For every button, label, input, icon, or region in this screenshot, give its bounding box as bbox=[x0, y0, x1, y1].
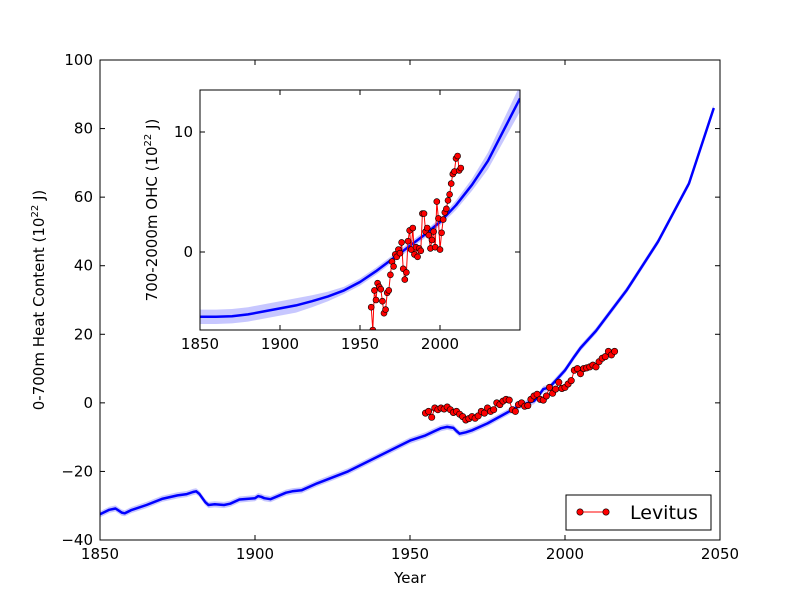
main-levitus-point bbox=[490, 406, 498, 414]
main-levitus-point bbox=[567, 377, 575, 385]
inset-y-axis-label: 700-2000m OHC (1022 J) bbox=[143, 119, 161, 302]
inset-levitus-point bbox=[372, 296, 380, 304]
inset-levitus-point bbox=[447, 180, 455, 187]
inset-axis-ticks: 1850 1900 1950 2000 0 10 bbox=[174, 90, 520, 353]
main-series-layer bbox=[100, 104, 715, 518]
main-y-tick-label: 80 bbox=[74, 120, 93, 138]
main-levitus-point bbox=[542, 392, 550, 400]
inset-levitus-point bbox=[439, 216, 447, 223]
main-y-tick-label: 100 bbox=[64, 51, 93, 69]
inset-levitus-point bbox=[444, 197, 452, 204]
main-x-tick-label: 1900 bbox=[236, 545, 274, 563]
main-y-tick-label: 20 bbox=[74, 325, 93, 343]
main-x-tick-label: 1950 bbox=[391, 545, 429, 563]
main-levitus-point bbox=[425, 407, 433, 415]
main-levitus-point bbox=[592, 363, 600, 371]
main-levitus-point bbox=[555, 378, 563, 386]
main-x-tick-label: 2000 bbox=[546, 545, 584, 563]
inset-y-axis-label-sup: 22 bbox=[143, 134, 154, 147]
main-clipped-series bbox=[100, 104, 715, 518]
inset-levitus-point bbox=[382, 306, 389, 313]
main-y-tick-label: 0 bbox=[83, 394, 93, 412]
inset-levitus-point bbox=[401, 276, 409, 283]
inset-levitus-point bbox=[371, 287, 378, 294]
legend-label-levitus: Levitus bbox=[630, 502, 698, 524]
inset-levitus-point bbox=[438, 229, 445, 237]
inset-levitus-point bbox=[420, 210, 428, 217]
inset-y-axis-label-prefix: 700-2000m OHC (10 bbox=[143, 146, 161, 301]
inset-levitus-point bbox=[425, 231, 433, 239]
main-y-axis-label-prefix: 0-700m Heat Content (10 bbox=[30, 218, 48, 411]
main-levitus-point bbox=[533, 390, 541, 398]
inset-levitus-point bbox=[379, 297, 386, 305]
inset-levitus-point bbox=[396, 249, 404, 257]
main-y-tick-label: 40 bbox=[74, 257, 93, 275]
inset-levitus-point bbox=[430, 228, 437, 235]
inset-levitus-point bbox=[377, 285, 385, 293]
inset-x-tick-label: 1950 bbox=[341, 335, 379, 353]
inset-levitus-point bbox=[385, 287, 393, 294]
inset-levitus-point bbox=[436, 246, 444, 253]
main-levitus-point bbox=[611, 347, 619, 355]
main-levitus-point bbox=[552, 385, 560, 393]
inset-model-line bbox=[200, 97, 520, 319]
inset-clipped-series bbox=[200, 90, 520, 330]
inset-levitus-point bbox=[446, 191, 453, 198]
legend: Levitus bbox=[565, 494, 712, 531]
inset-levitus-point bbox=[390, 263, 397, 270]
main-x-tick-label: 2050 bbox=[701, 545, 739, 563]
inset-levitus-point bbox=[417, 247, 425, 255]
inset-x-tick-label: 1900 bbox=[261, 335, 299, 353]
inset-x-tick-label: 2000 bbox=[421, 335, 459, 353]
inset-levitus-point bbox=[369, 326, 377, 330]
main-y-axis-label-suffix: J) bbox=[30, 190, 48, 205]
inset-levitus-point bbox=[403, 269, 410, 276]
inset-levitus-point bbox=[367, 303, 375, 311]
main-levitus-point bbox=[524, 402, 532, 410]
legend-marker-left bbox=[576, 508, 584, 516]
inset-levitus-point bbox=[423, 224, 431, 232]
main-y-tick-label: −20 bbox=[61, 462, 93, 480]
main-x-axis-label: Year bbox=[393, 569, 427, 587]
inset-y-axis-label-suffix: J) bbox=[143, 119, 161, 134]
inset-x-tick-label: 1850 bbox=[181, 335, 219, 353]
inset-levitus-point bbox=[454, 152, 461, 160]
main-levitus-point bbox=[511, 407, 519, 415]
main-y-tick-label: −40 bbox=[61, 531, 93, 549]
inset-levitus-point bbox=[457, 164, 465, 172]
inset-y-tick-label: 10 bbox=[174, 123, 193, 141]
main-y-tick-label: 60 bbox=[74, 188, 93, 206]
main-y-axis-label: 0-700m Heat Content (1022 J) bbox=[30, 190, 48, 410]
legend-marker-right bbox=[602, 508, 610, 516]
inset-plot-area bbox=[200, 90, 520, 330]
main-x-tick-label: 1850 bbox=[81, 545, 119, 563]
inset-levitus-point bbox=[404, 237, 412, 245]
inset-levitus-point bbox=[443, 205, 450, 213]
main-levitus-point bbox=[505, 396, 513, 404]
inset-levitus-point bbox=[414, 253, 421, 261]
inset-levitus-point bbox=[387, 271, 394, 279]
inset-series-layer bbox=[200, 90, 520, 330]
inset-levitus-point bbox=[398, 239, 405, 246]
main-levitus-point bbox=[428, 413, 436, 421]
inset-levitus-point bbox=[428, 236, 436, 244]
main-levitus-point bbox=[576, 370, 584, 378]
inset-y-tick-label: 0 bbox=[183, 243, 193, 261]
main-y-axis-label-sup: 22 bbox=[30, 205, 41, 218]
inset-levitus-point bbox=[433, 198, 441, 205]
main-levitus-point bbox=[545, 383, 553, 391]
inset-levitus-point bbox=[409, 224, 417, 232]
